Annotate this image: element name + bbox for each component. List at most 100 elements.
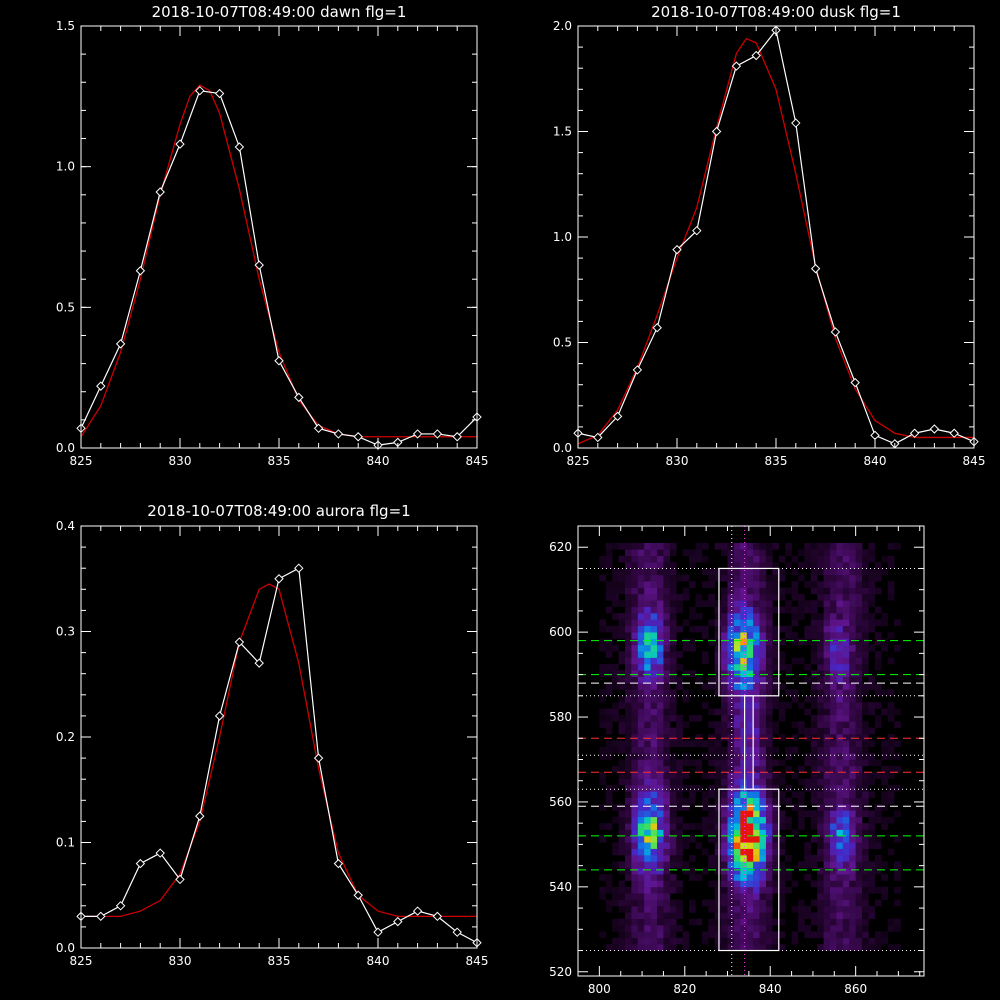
image-pixel <box>836 867 844 875</box>
image-pixel <box>663 918 671 926</box>
image-pixel <box>849 829 856 837</box>
image-pixel <box>791 791 799 798</box>
image-pixel <box>663 772 671 779</box>
image-pixel <box>727 613 735 620</box>
image-pixel <box>721 670 728 678</box>
image-pixel <box>804 676 812 684</box>
image-pixel <box>624 689 632 697</box>
image-pixel <box>817 625 824 633</box>
image-pixel <box>605 721 613 728</box>
image-pixel <box>727 918 735 926</box>
image-pixel <box>765 842 773 849</box>
image-pixel <box>753 683 760 690</box>
image-pixel <box>740 708 748 716</box>
image-pixel <box>669 880 677 888</box>
image-pixel <box>842 683 850 690</box>
image-pixel <box>855 555 863 563</box>
image-pixel <box>695 625 703 633</box>
dusk-data-point <box>632 365 643 375</box>
image-pixel <box>682 823 690 830</box>
image-pixel <box>830 925 837 932</box>
image-pixel <box>624 714 632 722</box>
image-pixel <box>810 568 818 576</box>
image-pixel <box>862 823 869 830</box>
image-pixel <box>650 772 658 779</box>
image-pixel <box>733 829 741 837</box>
image-pixel <box>740 823 748 830</box>
image-pixel <box>772 874 780 881</box>
image-pixel <box>657 867 664 875</box>
image-pixel <box>733 886 741 894</box>
image-pixel <box>817 855 824 862</box>
image-pixel <box>765 823 773 830</box>
image-pixel <box>721 918 728 926</box>
dusk-y-tick-label: 0.0 <box>553 441 572 455</box>
image-pixel <box>599 721 607 728</box>
image-pixel <box>663 816 671 824</box>
image-pixel <box>650 721 658 728</box>
image-pixel <box>727 638 735 646</box>
image-pixel <box>676 861 683 869</box>
image-pixel <box>637 581 645 588</box>
image-pixel <box>804 855 812 862</box>
image-pixel <box>810 931 818 939</box>
image-pixel <box>836 925 844 932</box>
image-pixel <box>657 638 664 646</box>
image-pixel <box>791 721 799 728</box>
image-pixel <box>778 683 786 690</box>
image-pixel <box>817 727 824 735</box>
image-pixel <box>759 695 767 703</box>
image-pixel <box>823 778 831 786</box>
image-pixel <box>733 638 741 646</box>
image-pixel <box>708 829 715 837</box>
image-pixel <box>650 937 658 945</box>
image-pixel <box>765 759 773 767</box>
image-pixel <box>868 727 876 735</box>
image-pixel <box>637 542 645 550</box>
image-pixel <box>644 613 651 620</box>
image-pixel <box>810 791 818 798</box>
image-pixel <box>849 683 856 690</box>
image-pixel <box>605 708 613 716</box>
image-pixel <box>772 632 780 639</box>
image-pixel <box>817 772 824 779</box>
image-pixel <box>624 944 632 951</box>
image-pixel <box>746 759 754 767</box>
image-pixel <box>874 702 882 709</box>
image-pixel <box>894 753 901 760</box>
image-pixel <box>657 925 664 932</box>
image-pixel <box>740 714 748 722</box>
image-pixel <box>714 542 722 550</box>
image-pixel <box>733 925 741 932</box>
image-pixel <box>894 925 901 932</box>
image-pixel <box>862 555 869 563</box>
image-pixel <box>887 925 895 932</box>
image-pixel <box>778 861 786 869</box>
image-pixel <box>669 753 677 760</box>
image-pixel <box>830 651 837 658</box>
image-pixel <box>759 823 767 830</box>
image-pixel <box>753 676 760 684</box>
image-pixel <box>817 555 824 563</box>
image-pixel <box>817 931 824 939</box>
image-pixel <box>810 721 818 728</box>
image-pixel <box>746 848 754 856</box>
image-pixel <box>830 593 837 601</box>
image-pixel <box>765 925 773 932</box>
image-pixel <box>740 886 748 894</box>
image-pixel <box>708 721 715 728</box>
image-pixel <box>855 823 863 830</box>
image-pixel <box>830 905 837 913</box>
image-pixel <box>874 899 882 907</box>
image-pixel <box>708 676 715 684</box>
image-pixel <box>650 861 658 869</box>
image-pixel <box>695 613 703 620</box>
image-pixel <box>605 727 613 735</box>
image-pixel <box>637 663 645 671</box>
image-pixel <box>669 772 677 779</box>
image-pixel <box>759 797 767 805</box>
image-pixel <box>618 727 626 735</box>
image-pixel <box>862 925 869 932</box>
image-pixel <box>842 689 850 697</box>
image-pixel <box>772 568 780 576</box>
